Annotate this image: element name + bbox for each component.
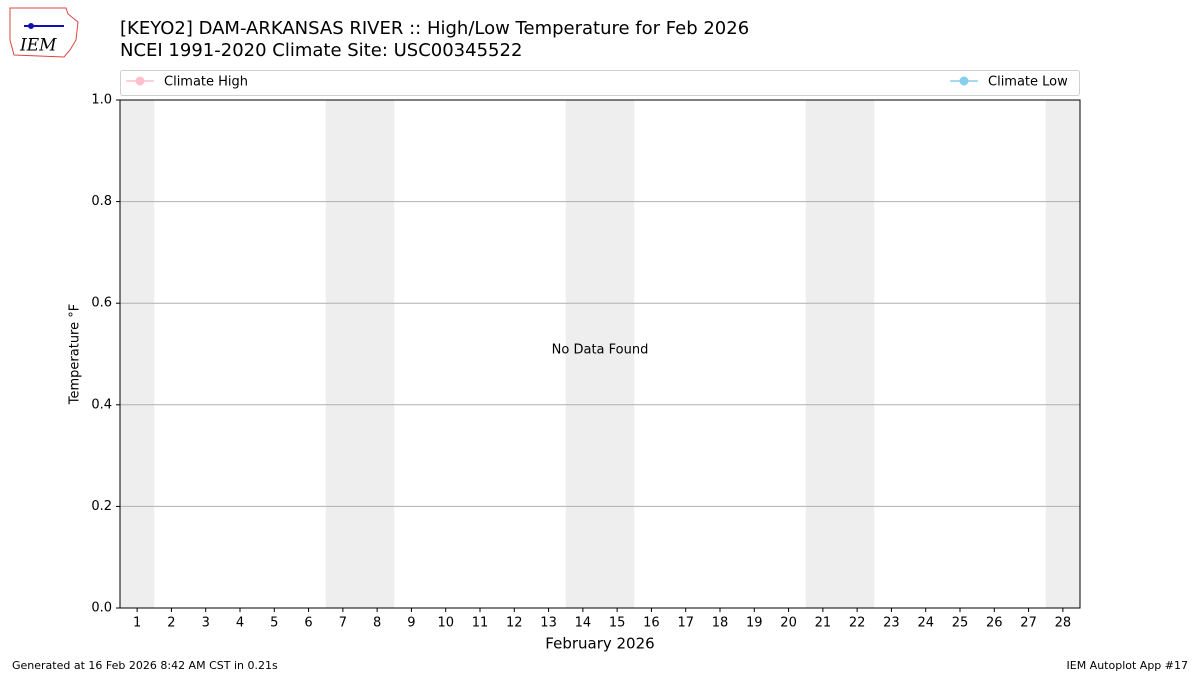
x-tick-label: 14 xyxy=(575,616,592,631)
x-tick-label: 11 xyxy=(472,616,489,631)
legend-marker xyxy=(959,76,969,86)
x-tick-label: 15 xyxy=(609,616,626,631)
x-tick-label: 27 xyxy=(1020,616,1037,631)
x-tick-label: 21 xyxy=(815,616,832,631)
x-tick-label: 10 xyxy=(437,616,454,631)
legend-box xyxy=(120,70,1080,96)
weekend-band xyxy=(360,100,395,608)
y-tick-label: 0.0 xyxy=(91,601,112,616)
weekend-band xyxy=(325,100,360,608)
x-tick-label: 8 xyxy=(373,616,381,631)
x-tick-label: 5 xyxy=(270,616,278,631)
x-tick-label: 25 xyxy=(952,616,969,631)
weekend-band xyxy=(600,100,635,608)
y-tick-label: 0.8 xyxy=(91,194,112,209)
x-tick-label: 7 xyxy=(339,616,347,631)
x-axis-label: February 2026 xyxy=(545,635,654,653)
y-tick-label: 0.2 xyxy=(91,499,112,514)
x-tick-label: 18 xyxy=(712,616,729,631)
weekend-band xyxy=(805,100,840,608)
x-tick-label: 4 xyxy=(236,616,244,631)
weekend-band xyxy=(120,100,155,608)
logo-dot xyxy=(28,23,34,29)
x-tick-label: 24 xyxy=(917,616,934,631)
weekend-band xyxy=(565,100,600,608)
chart-title: [KEYO2] DAM-ARKANSAS RIVER :: High/Low T… xyxy=(120,18,749,39)
footer-right: IEM Autoplot App #17 xyxy=(1067,659,1189,672)
x-tick-label: 23 xyxy=(883,616,900,631)
axes-frame xyxy=(119,99,1081,609)
annotation: No Data Found xyxy=(552,343,649,358)
y-tick-label: 0.4 xyxy=(91,397,112,412)
x-tick-label: 28 xyxy=(1055,616,1072,631)
logo-outline xyxy=(9,7,79,58)
weekend-band xyxy=(1045,100,1080,608)
x-tick-label: 17 xyxy=(677,616,694,631)
legend-label: Climate High xyxy=(164,75,248,90)
x-tick-label: 1 xyxy=(133,616,141,631)
x-tick-label: 9 xyxy=(407,616,415,631)
y-tick-label: 0.6 xyxy=(91,296,112,311)
y-tick-label: 1.0 xyxy=(91,93,112,108)
x-tick-label: 13 xyxy=(540,616,557,631)
plot-area: 0.00.20.40.60.81.01 2 3 4 5 6 7 8 9 10 11 12 13 14 15 1… xyxy=(91,93,1081,631)
legend-label: Climate Low xyxy=(988,75,1068,90)
logo: IEM xyxy=(9,7,79,58)
x-tick-label: 2 xyxy=(167,616,175,631)
x-tick-label: 6 xyxy=(304,616,312,631)
x-tick-label: 20 xyxy=(780,616,797,631)
legend-marker xyxy=(135,76,145,86)
x-tick-label: 3 xyxy=(202,616,210,631)
x-tick-label: 26 xyxy=(986,616,1003,631)
chart-subtitle: NCEI 1991-2020 Climate Site: USC00345522 xyxy=(120,40,522,61)
weekend-band xyxy=(840,100,875,608)
y-axis-label: Temperature °F xyxy=(68,304,83,405)
footer-left: Generated at 16 Feb 2026 8:42 AM CST in … xyxy=(12,659,278,672)
x-tick-label: 22 xyxy=(849,616,866,631)
x-tick-label: 16 xyxy=(643,616,660,631)
x-tick-label: 19 xyxy=(746,616,763,631)
x-tick-label: 12 xyxy=(506,616,523,631)
logo-text: IEM xyxy=(19,36,57,56)
